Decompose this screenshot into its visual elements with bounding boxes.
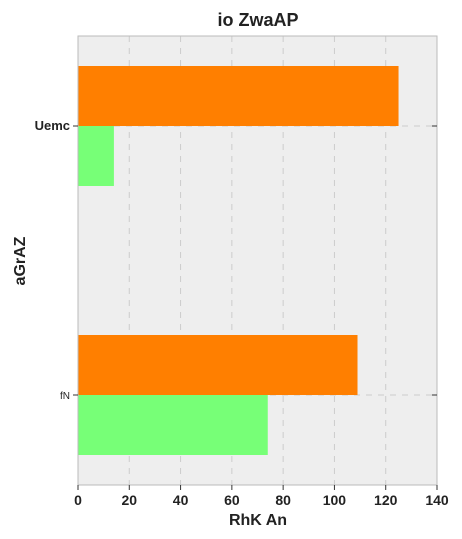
- bar-Uemc-series-0: [78, 66, 399, 126]
- x-tick-label-1: 20: [121, 492, 137, 508]
- bar-fN-series-1: [78, 395, 268, 455]
- plot-frame: [77, 35, 438, 486]
- bar-fN-series-0: [78, 335, 358, 395]
- x-axis-ticks: 0 20 40 60 80 100 120 140: [74, 485, 449, 508]
- y-axis-label: aGrAZ: [12, 236, 29, 285]
- x-tick-label-7: 140: [425, 492, 449, 508]
- bar-Uemc-series-1: [78, 126, 114, 186]
- bars: [78, 66, 399, 455]
- y-tick-label-1: fN: [60, 391, 70, 402]
- x-tick-label-5: 100: [323, 492, 347, 508]
- chart-title: io ZwaAP: [217, 10, 298, 30]
- x-tick-label-6: 120: [374, 492, 398, 508]
- x-axis-label: RhK An: [229, 512, 287, 529]
- x-tick-label-2: 40: [173, 492, 189, 508]
- y-tick-label-0: Uemc: [35, 118, 70, 133]
- x-tick-label-0: 0: [74, 492, 82, 508]
- y-axis-ticks: Uemc fN: [35, 118, 437, 402]
- x-tick-label-4: 80: [275, 492, 291, 508]
- x-tick-label-3: 60: [224, 492, 240, 508]
